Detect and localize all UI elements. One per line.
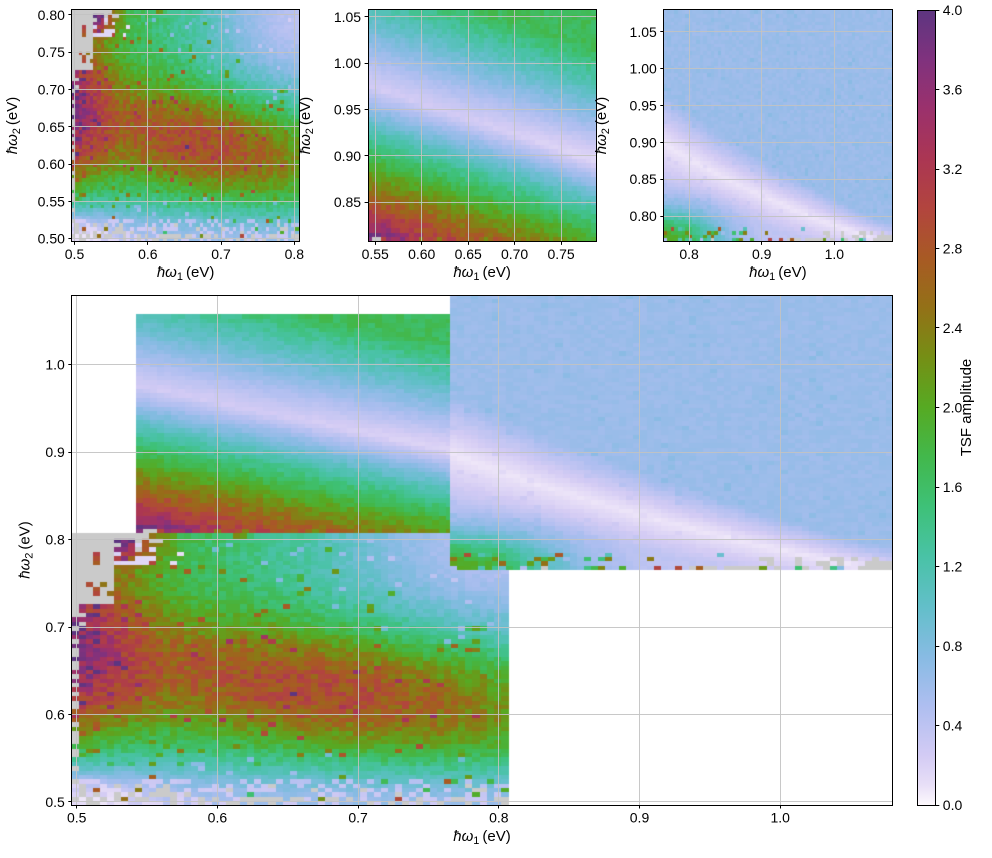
svg-text:ħω2 (eV): ħω2 (eV) [297, 97, 316, 155]
svg-text:0.95: 0.95 [334, 102, 361, 118]
svg-text:0.70: 0.70 [38, 82, 65, 98]
svg-text:ħω2 (eV): ħω2 (eV) [593, 97, 612, 155]
svg-text:0.6: 0.6 [138, 246, 158, 262]
svg-text:2.0: 2.0 [943, 400, 963, 416]
svg-text:ħω1 (eV): ħω1 (eV) [453, 264, 511, 283]
svg-text:0.0: 0.0 [943, 797, 963, 813]
svg-text:1.00: 1.00 [630, 61, 657, 77]
svg-text:1.0: 1.0 [45, 357, 65, 373]
svg-text:ħω1 (eV): ħω1 (eV) [157, 264, 215, 283]
svg-text:0.8: 0.8 [943, 638, 963, 654]
svg-text:3.2: 3.2 [943, 161, 963, 177]
svg-text:0.9: 0.9 [45, 444, 65, 460]
svg-text:0.8: 0.8 [679, 246, 699, 262]
svg-text:1.2: 1.2 [943, 559, 963, 575]
svg-text:0.75: 0.75 [547, 246, 574, 262]
svg-text:1.00: 1.00 [334, 55, 361, 71]
svg-text:0.7: 0.7 [45, 619, 65, 635]
svg-text:1.05: 1.05 [630, 24, 657, 40]
svg-text:0.8: 0.8 [489, 810, 509, 826]
svg-text:0.5: 0.5 [65, 246, 85, 262]
svg-text:2.4: 2.4 [943, 320, 963, 336]
svg-text:0.7: 0.7 [348, 810, 368, 826]
svg-text:0.80: 0.80 [630, 208, 657, 224]
svg-text:ħω1 (eV): ħω1 (eV) [453, 828, 511, 847]
svg-text:0.85: 0.85 [334, 194, 361, 210]
svg-text:0.5: 0.5 [67, 810, 87, 826]
svg-text:0.6: 0.6 [45, 706, 65, 722]
svg-text:0.5: 0.5 [45, 794, 65, 810]
svg-text:0.7: 0.7 [211, 246, 231, 262]
svg-text:4.0: 4.0 [943, 2, 963, 18]
svg-text:0.55: 0.55 [38, 193, 65, 209]
svg-text:2.8: 2.8 [943, 241, 963, 257]
svg-text:0.90: 0.90 [334, 148, 361, 164]
svg-text:0.9: 0.9 [630, 810, 650, 826]
svg-text:0.60: 0.60 [408, 246, 435, 262]
svg-text:0.90: 0.90 [630, 134, 657, 150]
svg-text:0.8: 0.8 [45, 532, 65, 548]
svg-text:1.0: 1.0 [825, 246, 845, 262]
svg-text:0.8: 0.8 [285, 246, 305, 262]
svg-text:TSF amplitude: TSF amplitude [958, 359, 975, 457]
svg-text:1.6: 1.6 [943, 479, 963, 495]
svg-text:0.70: 0.70 [501, 246, 528, 262]
svg-text:0.65: 0.65 [38, 119, 65, 135]
svg-text:3.6: 3.6 [943, 82, 963, 98]
svg-text:0.85: 0.85 [630, 171, 657, 187]
svg-text:ħω2 (eV): ħω2 (eV) [17, 521, 36, 579]
svg-text:0.95: 0.95 [630, 98, 657, 114]
svg-text:0.6: 0.6 [208, 810, 228, 826]
svg-text:0.65: 0.65 [455, 246, 482, 262]
svg-text:0.60: 0.60 [38, 156, 65, 172]
svg-text:0.50: 0.50 [38, 231, 65, 247]
svg-text:0.55: 0.55 [362, 246, 389, 262]
svg-text:0.4: 0.4 [943, 718, 963, 734]
svg-text:0.80: 0.80 [38, 7, 65, 23]
svg-text:0.9: 0.9 [752, 246, 772, 262]
svg-text:ħω1 (eV): ħω1 (eV) [749, 264, 807, 283]
svg-text:1.05: 1.05 [334, 9, 361, 25]
svg-text:ħω2 (eV): ħω2 (eV) [4, 97, 23, 155]
svg-text:0.75: 0.75 [38, 44, 65, 60]
svg-text:1.0: 1.0 [770, 810, 790, 826]
